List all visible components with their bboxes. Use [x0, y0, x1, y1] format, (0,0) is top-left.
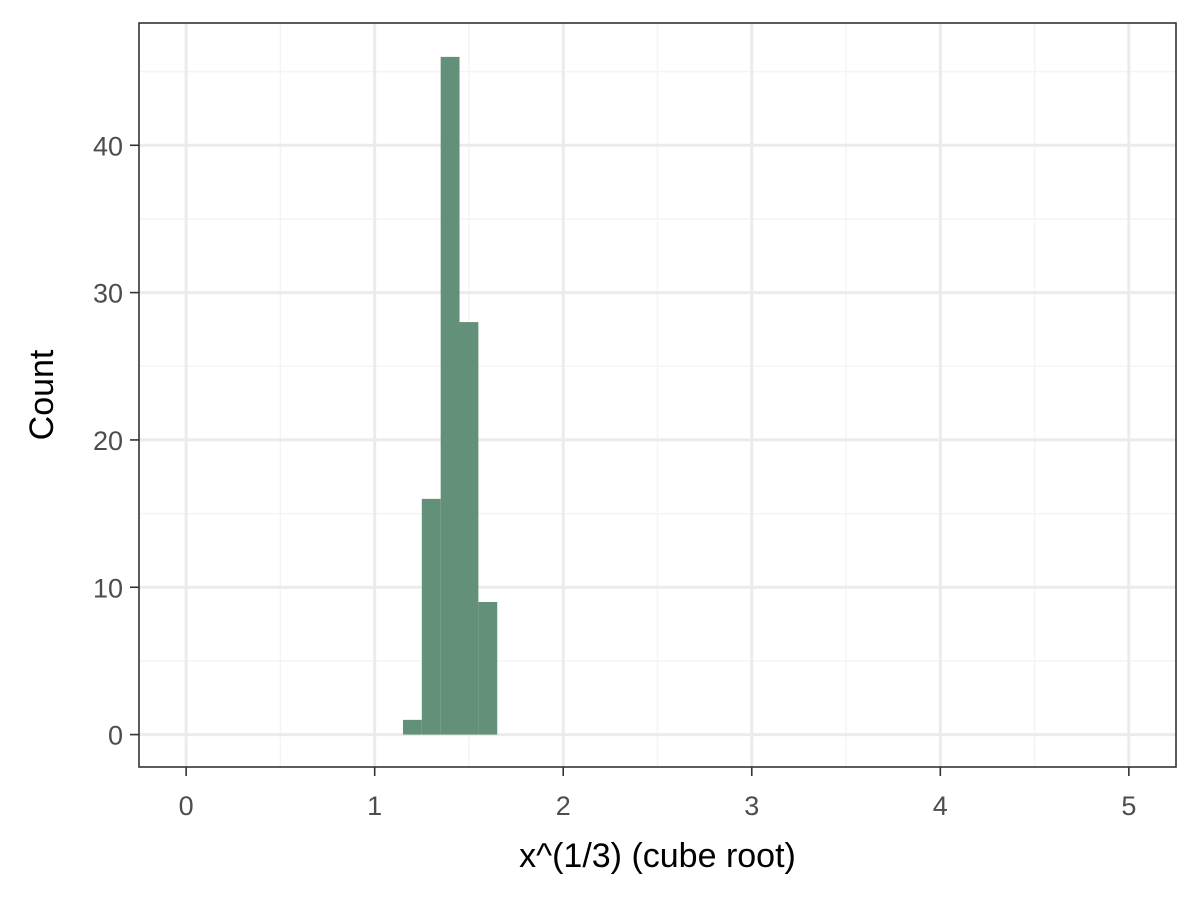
panel-border	[138, 22, 1177, 768]
minor-gridlines	[139, 23, 1176, 767]
x-tick-label: 4	[933, 791, 948, 821]
histogram-bar	[440, 56, 460, 735]
y-axis-ticks: 0 10 20 30 40	[93, 131, 139, 751]
histogram-bar	[421, 498, 441, 735]
histogram-bar	[478, 601, 498, 735]
x-tick-label: 5	[1121, 791, 1136, 821]
y-tick-label: 20	[93, 426, 123, 456]
x-tick-label: 2	[556, 791, 571, 821]
x-axis-ticks: 0 1 2 3 4 5	[179, 767, 1136, 821]
histogram-bar	[459, 322, 479, 735]
y-tick-label: 30	[93, 279, 123, 309]
histogram-bar	[402, 719, 422, 735]
y-tick-label: 10	[93, 573, 123, 603]
x-tick-label: 1	[367, 791, 382, 821]
histogram-bars	[402, 56, 498, 735]
x-tick-label: 0	[179, 791, 194, 821]
x-axis-title: x^(1/3) (cube root)	[519, 837, 796, 875]
y-tick-label: 40	[93, 131, 123, 161]
major-gridlines	[139, 23, 1176, 767]
y-tick-label: 0	[108, 721, 123, 751]
x-tick-label: 3	[744, 791, 759, 821]
y-axis-title: Count	[23, 349, 61, 440]
